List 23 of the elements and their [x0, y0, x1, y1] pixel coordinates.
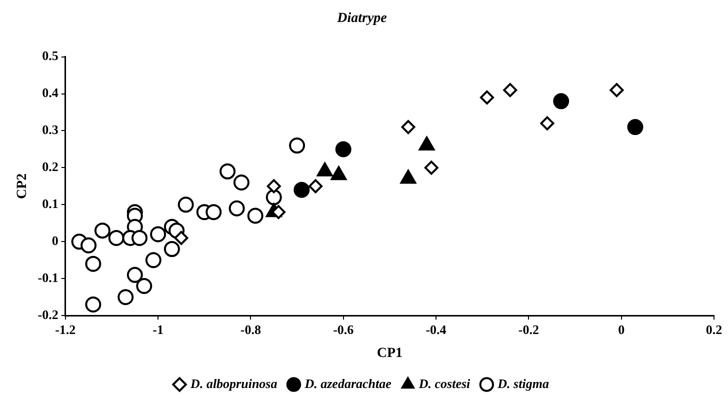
legend-label: D. albopruinosa: [190, 376, 278, 391]
y-tick-label: 0.5: [42, 48, 59, 64]
y-tick-label: -0.1: [38, 270, 58, 285]
y-axis-title: CP2: [15, 173, 30, 200]
x-tick-label: -0.8: [240, 322, 262, 337]
legend-label: D. azedarachtae: [304, 376, 392, 391]
x-axis-title: CP1: [376, 346, 403, 362]
x-tick-label: 0.2: [706, 322, 722, 337]
x-tick-label: -0.6: [333, 322, 354, 337]
legend-label: D. costesi: [418, 376, 471, 391]
x-tick-label: -0.4: [426, 322, 447, 337]
y-tick-label: 0.1: [42, 196, 58, 212]
x-tick-label: -1.2: [55, 322, 76, 337]
legend-label: D. stigma: [496, 376, 550, 391]
y-tick-label: 0.3: [42, 122, 59, 138]
y-tick-label: 0.4: [42, 85, 59, 100]
x-tick-label: -0.2: [518, 322, 539, 337]
y-tick-label: 0.2: [42, 159, 58, 174]
y-tick-label: 0: [52, 233, 58, 248]
x-tick-label: 0: [618, 322, 625, 337]
chart-title: Diatrype: [336, 11, 387, 26]
y-tick-label: -0.2: [38, 306, 58, 322]
x-tick-label: -1: [152, 322, 164, 337]
